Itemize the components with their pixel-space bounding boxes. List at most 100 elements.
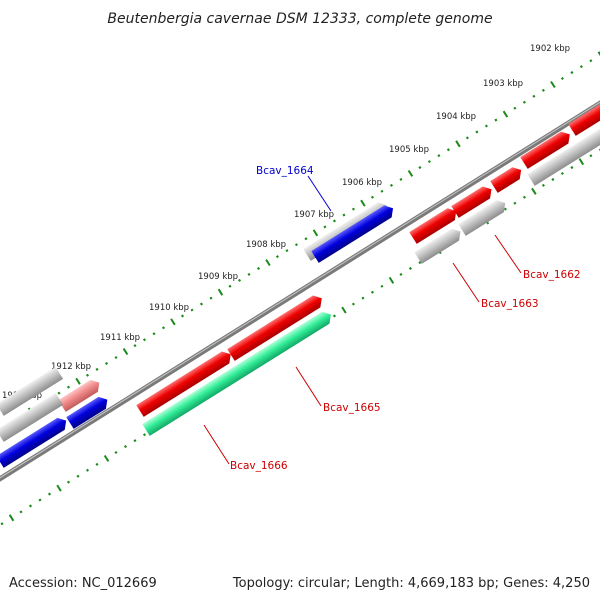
minor-tick bbox=[579, 65, 583, 69]
minor-tick bbox=[57, 391, 61, 395]
minor-tick bbox=[180, 314, 185, 318]
minor-tick bbox=[256, 266, 261, 270]
minor-tick bbox=[228, 284, 232, 288]
gene-label-bcav-1666[interactable]: Bcav_1666 bbox=[230, 460, 288, 472]
gene-reverse-gray-left[interactable] bbox=[0, 392, 64, 442]
gene-bcav-1664-blue[interactable] bbox=[311, 202, 396, 263]
genome-stats-text: Topology: circular; Length: 4,669,183 bp… bbox=[232, 576, 590, 591]
minor-tick bbox=[541, 183, 545, 187]
gene-bcav-1665-part-b[interactable] bbox=[227, 292, 325, 361]
kbp-tick-label: 1903 kbp bbox=[483, 79, 523, 89]
minor-tick bbox=[285, 249, 289, 253]
gene-arrow-body bbox=[136, 351, 231, 417]
gene-arrow-body bbox=[0, 366, 64, 416]
gene-arrow-body bbox=[414, 228, 461, 264]
gene-labels: Bcav_1664 Bcav_1662 Bcav_1663 Bcav_1665 … bbox=[230, 165, 581, 472]
minor-tick bbox=[209, 296, 213, 300]
minor-tick bbox=[551, 177, 555, 181]
minor-tick bbox=[123, 445, 128, 449]
minor-tick bbox=[133, 439, 137, 443]
minor-tick bbox=[532, 94, 536, 98]
minor-tick bbox=[513, 106, 517, 110]
minor-tick bbox=[494, 118, 498, 122]
gene-arrow-body bbox=[142, 311, 331, 436]
major-tick bbox=[597, 51, 600, 57]
minor-tick bbox=[114, 450, 118, 455]
map-title: Beutenbergia cavernae DSM 12333, complet… bbox=[107, 11, 492, 27]
gene-bcav-1666[interactable] bbox=[142, 309, 334, 436]
minor-tick bbox=[95, 367, 99, 371]
label-leaders bbox=[203, 175, 522, 465]
minor-tick bbox=[418, 261, 422, 265]
minor-tick bbox=[475, 130, 479, 134]
major-tick bbox=[455, 140, 461, 148]
gene-reverse-blue-left[interactable] bbox=[0, 415, 70, 468]
minor-tick bbox=[465, 136, 469, 140]
minor-tick bbox=[370, 195, 374, 199]
gene-arrow-body bbox=[520, 131, 570, 169]
minor-tick bbox=[503, 207, 507, 211]
major-tick bbox=[56, 484, 62, 492]
leader-bcav-1662 bbox=[494, 234, 522, 274]
inner-tick-track bbox=[0, 51, 600, 431]
gene-arrow-body bbox=[0, 392, 64, 442]
major-tick bbox=[265, 259, 271, 267]
kbp-tick-label: 1908 kbp bbox=[246, 240, 286, 250]
gene-label-bcav-1665[interactable]: Bcav_1665 bbox=[323, 402, 381, 414]
gene-forward-red-4[interactable] bbox=[520, 128, 573, 169]
minor-tick bbox=[408, 266, 412, 270]
minor-tick bbox=[446, 148, 450, 152]
gene-label-bcav-1663[interactable]: Bcav_1663 bbox=[481, 298, 539, 310]
gene-bcav-1665-part-a[interactable] bbox=[136, 348, 234, 417]
major-tick bbox=[360, 199, 366, 207]
gene-forward-gray-left[interactable] bbox=[0, 366, 64, 416]
gene-bcav-1663-gray[interactable] bbox=[414, 226, 464, 264]
minor-tick bbox=[47, 492, 52, 496]
minor-tick bbox=[541, 88, 545, 92]
gene-arrow-body bbox=[527, 126, 600, 186]
minor-tick bbox=[142, 433, 147, 437]
major-tick bbox=[217, 288, 224, 296]
major-tick bbox=[75, 377, 81, 385]
minor-tick bbox=[513, 201, 517, 205]
major-tick bbox=[312, 229, 319, 237]
kbp-tick-label: 1910 kbp bbox=[149, 303, 189, 313]
gene-reverse-blue-mid[interactable] bbox=[66, 394, 111, 429]
gene-reverse-gray-right[interactable] bbox=[527, 126, 600, 186]
gene-bcav-1663-red[interactable] bbox=[451, 183, 495, 218]
kbp-tick-label: 1906 kbp bbox=[342, 178, 382, 188]
major-tick bbox=[8, 514, 15, 522]
kbp-tick-label: 1909 kbp bbox=[198, 272, 238, 282]
gene-label-bcav-1664[interactable]: Bcav_1664 bbox=[256, 165, 314, 177]
minor-tick bbox=[66, 385, 71, 389]
kbp-tick-label: 1904 kbp bbox=[436, 112, 476, 122]
minor-tick bbox=[275, 255, 279, 259]
minor-tick bbox=[589, 154, 593, 158]
gene-forward-pink[interactable] bbox=[58, 377, 103, 412]
minor-tick bbox=[199, 302, 204, 306]
gene-bcav-1662-gray[interactable] bbox=[458, 197, 509, 236]
minor-tick bbox=[399, 177, 403, 181]
gene-arrow-body bbox=[311, 205, 394, 263]
gene-bcav-1662-red[interactable] bbox=[490, 164, 525, 193]
minor-tick bbox=[133, 344, 137, 348]
gene-arrow-body bbox=[58, 379, 100, 412]
minor-tick bbox=[85, 373, 90, 377]
minor-tick bbox=[114, 355, 118, 360]
minor-tick bbox=[247, 272, 251, 276]
minor-tick bbox=[66, 480, 71, 484]
gene-forward-red-5[interactable] bbox=[568, 94, 600, 136]
minor-tick bbox=[380, 189, 384, 193]
kbp-tick-label: 1905 kbp bbox=[389, 145, 429, 155]
gene-forward-red-1[interactable] bbox=[409, 205, 460, 244]
minor-tick bbox=[237, 278, 242, 282]
minor-tick bbox=[427, 160, 431, 164]
gene-label-bcav-1662[interactable]: Bcav_1662 bbox=[523, 269, 581, 281]
leader-bcav-1665 bbox=[295, 366, 322, 407]
minor-tick bbox=[152, 332, 156, 336]
gene-arrow-body bbox=[451, 186, 492, 218]
kbp-tick-label: 1907 kbp bbox=[294, 210, 334, 220]
gene-arrow-body bbox=[0, 417, 67, 468]
leader-bcav-1666 bbox=[203, 424, 230, 465]
minor-tick bbox=[104, 361, 109, 365]
